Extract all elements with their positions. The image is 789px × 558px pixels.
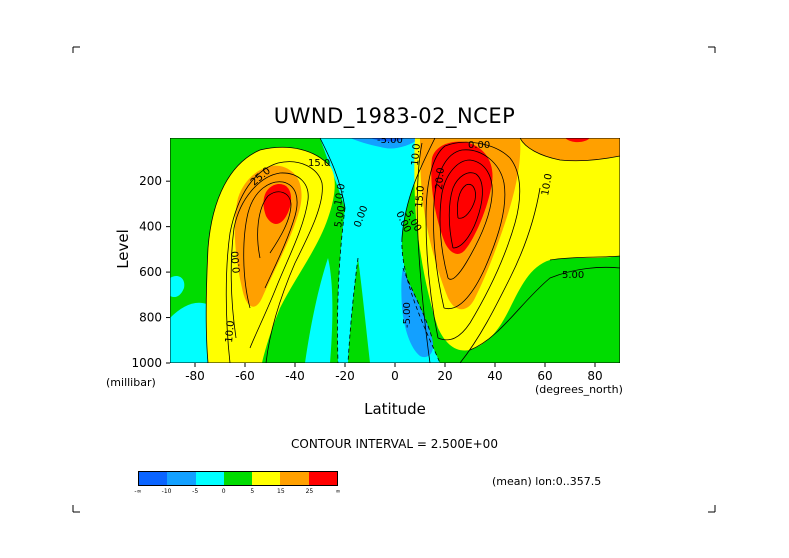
colorbar-tick-label: 25 bbox=[305, 488, 314, 495]
crop-mark-bottom-right bbox=[708, 505, 716, 513]
colorbar bbox=[138, 471, 338, 486]
x-tick-label: 60 bbox=[537, 369, 552, 383]
contour-label: 5.00 bbox=[562, 270, 584, 281]
x-tick-label: -60 bbox=[235, 369, 255, 383]
colorbar-swatch-gt25 bbox=[308, 472, 337, 485]
contour-label: 15.0 bbox=[414, 185, 427, 208]
colorbar-tick-label: ∞ bbox=[335, 488, 341, 495]
fill-0-5-north-low bbox=[470, 267, 620, 363]
colorbar-swatch-neg10-neg5 bbox=[167, 472, 196, 485]
colorbar-swatch-15-25 bbox=[280, 472, 309, 485]
colorbar-swatch-5-15 bbox=[252, 472, 281, 485]
contour-label: 5.00 bbox=[333, 205, 348, 229]
fill-neg10-neg5-top bbox=[350, 138, 420, 149]
crop-mark-bottom-left bbox=[72, 505, 80, 513]
contour-lines bbox=[205, 138, 620, 363]
colorbar-tick-label: 15 bbox=[277, 488, 285, 495]
crop-mark-top-left bbox=[72, 46, 80, 53]
colorbar-swatch-lt-neg10 bbox=[139, 472, 168, 485]
fill-gt25-polar bbox=[565, 138, 590, 143]
colorbar-tick-label: -10 bbox=[161, 488, 172, 495]
y-tick-label: 600 bbox=[139, 265, 162, 279]
contour-label: 10.0 bbox=[410, 143, 423, 166]
x-tick-label: -20 bbox=[335, 369, 355, 383]
contour-label: 20.0 bbox=[434, 167, 447, 190]
y-tick-label: 800 bbox=[139, 311, 162, 325]
y-axis-units: (millibar) bbox=[106, 376, 156, 389]
contour-plot: 25.0 15.0 10.0 5.00 0.00 0.00 -5.00 5.00… bbox=[170, 138, 620, 363]
contour-label: 15.0 bbox=[308, 158, 330, 169]
x-tick-label: 20 bbox=[437, 369, 452, 383]
fill-neg5-0-low-mid bbox=[305, 258, 333, 363]
crop-mark-top-right bbox=[708, 46, 716, 53]
y-axis-label: Level bbox=[113, 229, 132, 269]
colorbar-tick-label: 5 bbox=[250, 488, 255, 495]
fill-15-25-polar bbox=[520, 138, 620, 161]
colorbar-tick-label: 0 bbox=[221, 488, 226, 495]
fill-neg10-neg5 bbox=[401, 268, 434, 358]
x-tick-label: -40 bbox=[285, 369, 305, 383]
contour-interval-label: CONTOUR INTERVAL = 2.500E+00 bbox=[291, 437, 498, 451]
y-tick-label: 1000 bbox=[131, 356, 162, 370]
colorbar-tick-label: -∞ bbox=[134, 488, 142, 495]
colorbar-tick-label: -5 bbox=[192, 488, 199, 495]
chart-title: UWND_1983-02_NCEP bbox=[273, 104, 516, 128]
x-tick-label: 0 bbox=[391, 369, 399, 383]
contour-label: 10.0 bbox=[540, 173, 555, 197]
contour-label: 10.0 bbox=[224, 320, 237, 343]
contour-labels: 25.0 15.0 10.0 5.00 0.00 0.00 -5.00 5.00… bbox=[224, 138, 584, 343]
contour-label: 10.0 bbox=[333, 183, 348, 207]
contour-label: -5.00 bbox=[377, 138, 403, 146]
x-tick-label: 40 bbox=[487, 369, 502, 383]
contour-label: 0.00 bbox=[468, 140, 490, 151]
x-axis-units: (degrees_north) bbox=[535, 383, 623, 396]
colorbar-ticks: -∞ -10 -5 0 5 15 25 ∞ bbox=[134, 488, 341, 496]
fill-lt-neg10-top bbox=[370, 138, 405, 142]
mean-annotation: (mean) lon:0..357.5 bbox=[492, 475, 602, 488]
colorbar-swatch-0-5 bbox=[223, 472, 253, 485]
contour-label: 0.00 bbox=[230, 251, 243, 274]
contour-label: -5.00 bbox=[402, 302, 413, 328]
x-axis-label: Latitude bbox=[364, 400, 426, 418]
x-tick-label: -80 bbox=[185, 369, 205, 383]
fill-gt25-north bbox=[431, 141, 493, 254]
y-tick-label: 400 bbox=[139, 220, 162, 234]
colorbar-swatch-neg5-0 bbox=[195, 472, 224, 485]
y-tick-label: 200 bbox=[139, 174, 162, 188]
fill-neg5-0-low-left-2 bbox=[170, 276, 185, 298]
x-tick-label: 80 bbox=[587, 369, 602, 383]
